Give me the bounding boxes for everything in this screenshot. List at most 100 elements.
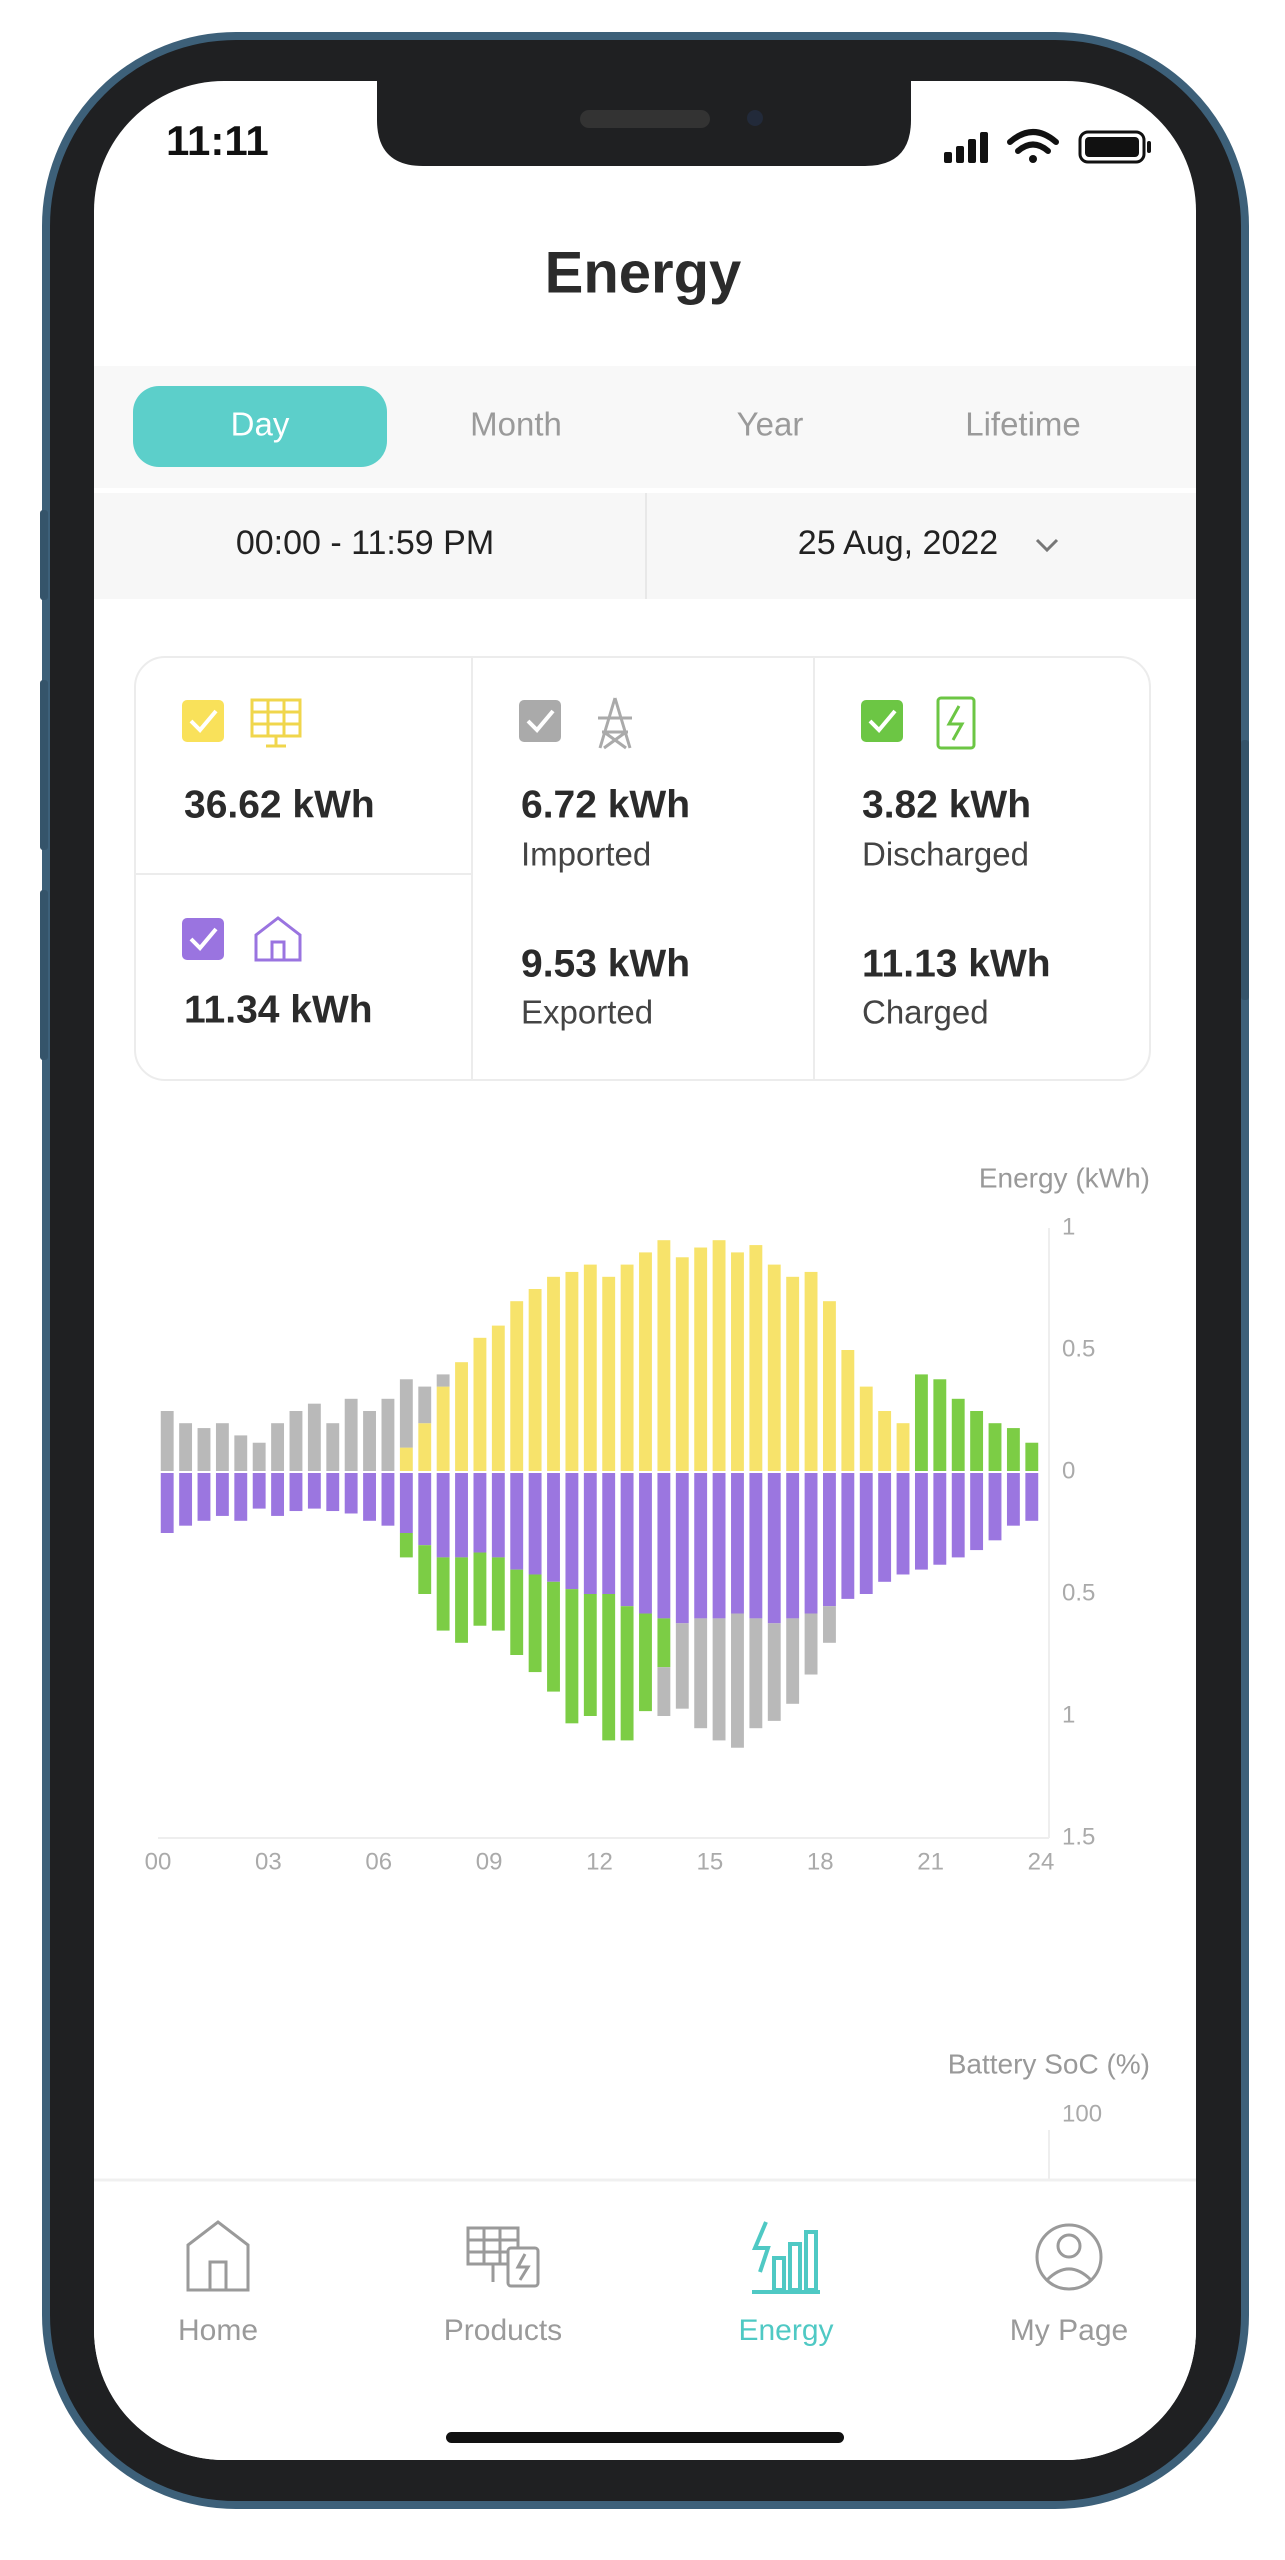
camera [747, 110, 763, 126]
bar [823, 1301, 836, 1472]
nav-label[interactable]: Energy [738, 2314, 833, 2347]
bar [620, 1264, 634, 1472]
nav-icon[interactable] [466, 2226, 540, 2288]
x-tick-label: 18 [807, 1848, 834, 1875]
bar [473, 1552, 487, 1626]
bar [914, 1374, 928, 1472]
date-picker[interactable]: 25 Aug, 2022 [798, 524, 998, 562]
bar [491, 1557, 505, 1631]
nav-label[interactable]: My Page [1010, 2314, 1128, 2347]
nav-label[interactable]: Home [178, 2314, 258, 2347]
checkbox-home[interactable] [182, 918, 224, 960]
bar [381, 1472, 395, 1526]
tab-group: Day Month Year Lifetime [133, 386, 1081, 467]
nav-icon[interactable] [1035, 2223, 1103, 2291]
nav-icon[interactable] [186, 2220, 250, 2292]
time-range[interactable]: 00:00 - 11:59 PM [236, 524, 494, 562]
bar [859, 1386, 873, 1472]
checkbox-solar[interactable] [182, 700, 224, 742]
bar [179, 1423, 193, 1472]
tab[interactable]: Month [470, 406, 562, 443]
home-value: 11.34 kWh [184, 988, 373, 1031]
tab[interactable]: Year [737, 406, 804, 443]
checkbox-battery[interactable] [861, 700, 903, 742]
bar [565, 1472, 579, 1590]
y-axis-title: Energy (kWh) [979, 1162, 1150, 1193]
bar [307, 1403, 321, 1472]
bar [620, 1472, 634, 1607]
bar [620, 1606, 634, 1741]
nav-icon[interactable] [751, 2221, 820, 2294]
bar [657, 1667, 671, 1716]
bar [234, 1435, 248, 1472]
bar [878, 1411, 892, 1472]
x-tick-label: 15 [697, 1848, 724, 1875]
bar [399, 1533, 413, 1558]
bar [528, 1574, 542, 1673]
bar [970, 1411, 984, 1472]
home-indicator [446, 2432, 844, 2443]
imported-label: Imported [521, 836, 651, 873]
bar [657, 1240, 671, 1472]
bar [344, 1472, 358, 1514]
side-button [40, 510, 48, 600]
tab[interactable]: Day [231, 406, 290, 443]
nav-label[interactable]: Products [444, 2314, 562, 2347]
bar [694, 1618, 708, 1729]
bar [565, 1589, 579, 1724]
bar [767, 1623, 781, 1721]
bar [675, 1472, 689, 1624]
bar [418, 1545, 432, 1594]
bar [841, 1472, 855, 1599]
bar [712, 1618, 726, 1741]
bar [914, 1472, 928, 1570]
bar [271, 1423, 285, 1472]
bar [399, 1379, 413, 1448]
bar [694, 1472, 708, 1619]
bar [491, 1472, 505, 1558]
bar [749, 1618, 763, 1729]
x-tick-label: 21 [917, 1848, 944, 1875]
nav-group: Home Products Energy My Page [178, 2220, 1128, 2347]
home-icon [254, 916, 302, 962]
bar [749, 1472, 763, 1619]
bar [823, 1472, 836, 1607]
battery-icon [1078, 130, 1151, 164]
tab[interactable]: Lifetime [965, 406, 1081, 443]
bar [271, 1472, 285, 1516]
bar [418, 1472, 432, 1546]
bar [896, 1472, 910, 1575]
bar [363, 1411, 376, 1472]
bar [528, 1472, 542, 1575]
bar [970, 1472, 984, 1551]
chevron-down[interactable] [1035, 538, 1059, 553]
bar [436, 1386, 450, 1472]
bar [473, 1472, 487, 1553]
tab-pill[interactable] [133, 386, 387, 467]
bar [179, 1472, 193, 1526]
x-tick-label: 24 [1028, 1848, 1055, 1875]
y-axis-title: Battery SoC (%) [948, 2048, 1150, 2079]
bar [215, 1472, 229, 1516]
bar [639, 1613, 652, 1712]
checkbox-grid[interactable] [519, 700, 561, 742]
bar [381, 1398, 395, 1472]
bar [510, 1472, 524, 1570]
bar [786, 1276, 800, 1472]
bar [988, 1472, 1002, 1541]
bar [639, 1472, 652, 1614]
bar [344, 1398, 358, 1472]
x-tick-label: 09 [476, 1848, 503, 1875]
battery-box-icon [936, 696, 976, 750]
bar [565, 1271, 579, 1472]
y-tick-label: 1 [1062, 1701, 1075, 1728]
soc-chart: 100 [1048, 2100, 1102, 2180]
screen: 11:11 Energy Day Month Year Lifetime 00:00 … [94, 81, 1196, 2460]
bar [731, 1472, 744, 1614]
bar [951, 1472, 965, 1558]
y-tick-label: 0.5 [1062, 1579, 1095, 1606]
bar [160, 1411, 174, 1472]
bar [510, 1569, 524, 1655]
bar [418, 1386, 432, 1424]
bar [363, 1472, 376, 1521]
